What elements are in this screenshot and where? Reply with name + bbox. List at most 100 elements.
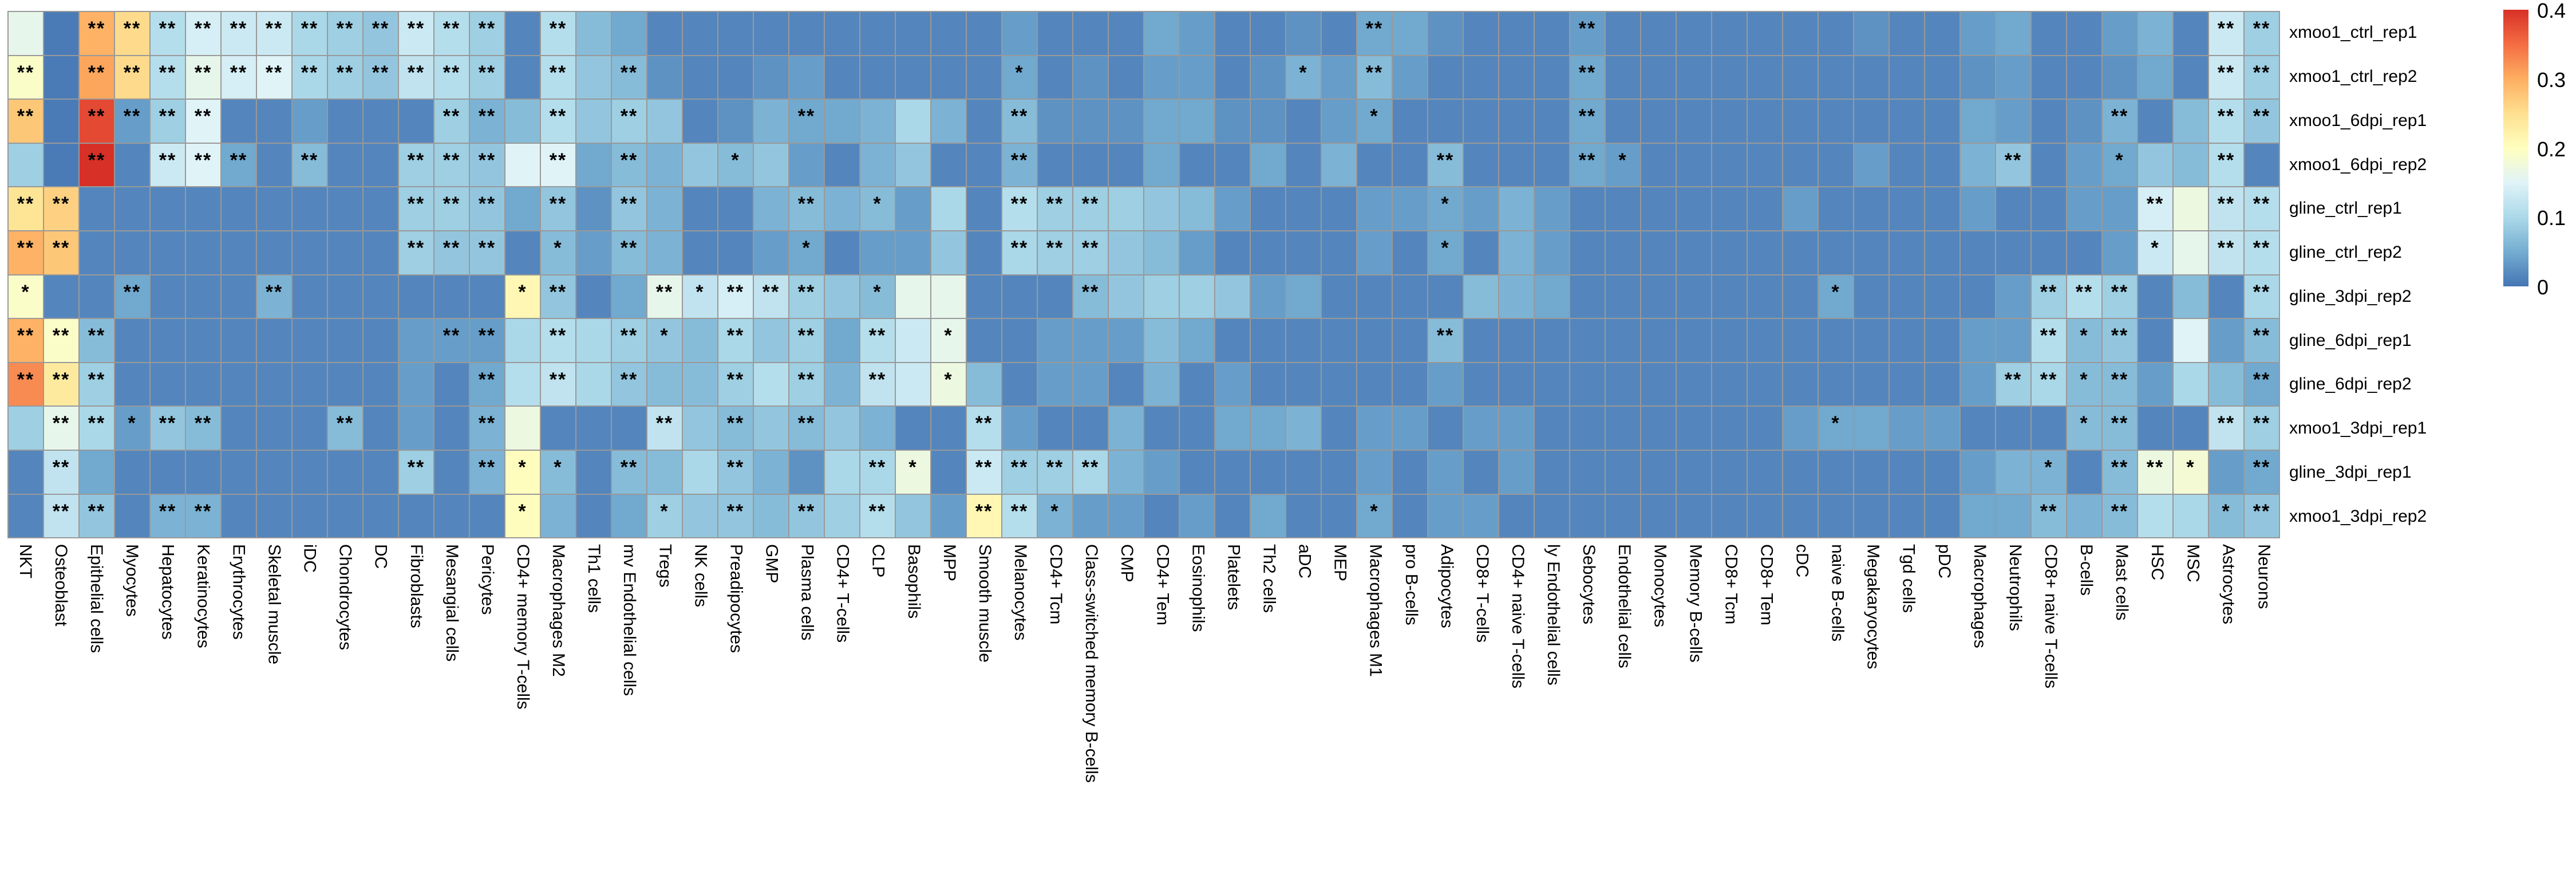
heatmap-cell bbox=[1925, 231, 1959, 274]
column-label: Preadipocytes bbox=[726, 544, 746, 653]
heatmap-cell: ** bbox=[434, 143, 469, 187]
heatmap-cell bbox=[1961, 275, 1995, 318]
heatmap-cell: ** bbox=[1002, 494, 1037, 538]
heatmap-cell bbox=[80, 450, 114, 494]
heatmap-cell bbox=[1748, 231, 1782, 274]
heatmap-cell bbox=[364, 100, 398, 143]
heatmap-cell bbox=[1322, 56, 1356, 99]
heatmap-cell bbox=[186, 275, 220, 318]
significance-marker: ** bbox=[549, 18, 567, 40]
heatmap-cell bbox=[1961, 450, 1995, 494]
significance-marker: ** bbox=[975, 456, 993, 478]
heatmap-cell bbox=[754, 494, 788, 538]
significance-marker: ** bbox=[2217, 61, 2235, 84]
heatmap-cell bbox=[1286, 143, 1321, 187]
significance-marker: ** bbox=[2253, 61, 2271, 84]
heatmap-cell bbox=[1357, 275, 1392, 318]
heatmap-cell bbox=[1641, 494, 1676, 538]
heatmap-cell bbox=[896, 143, 930, 187]
heatmap-cell: * bbox=[505, 275, 540, 318]
significance-marker: ** bbox=[1046, 193, 1064, 215]
heatmap-cell bbox=[1109, 100, 1143, 143]
heatmap-cell bbox=[505, 56, 540, 99]
significance-marker: ** bbox=[2111, 456, 2129, 478]
heatmap-cell: ** bbox=[434, 319, 469, 362]
heatmap-cell: ** bbox=[9, 187, 43, 230]
heatmap-cell bbox=[1925, 363, 1959, 406]
column-label: NKT bbox=[16, 544, 35, 578]
heatmap-cell bbox=[754, 12, 788, 55]
heatmap-cell bbox=[1712, 319, 1747, 362]
heatmap-cell bbox=[612, 494, 646, 538]
heatmap-cell bbox=[1854, 275, 1888, 318]
heatmap-cell bbox=[1606, 187, 1640, 230]
column-label: CD4+ memory T-cells bbox=[513, 544, 532, 710]
heatmap-cell bbox=[896, 56, 930, 99]
heatmap-cell bbox=[1109, 450, 1143, 494]
heatmap-cell bbox=[2067, 143, 2101, 187]
heatmap-cell bbox=[647, 56, 682, 99]
heatmap-cell bbox=[718, 187, 753, 230]
significance-marker: ** bbox=[159, 149, 177, 171]
significance-marker: ** bbox=[797, 281, 816, 303]
heatmap-cell: ** bbox=[186, 494, 220, 538]
heatmap-cell bbox=[612, 275, 646, 318]
significance-marker: ** bbox=[17, 105, 35, 128]
heatmap-cell: * bbox=[1357, 494, 1392, 538]
heatmap-cell bbox=[825, 12, 859, 55]
heatmap-cell bbox=[2174, 363, 2208, 406]
heatmap-cell bbox=[1748, 187, 1782, 230]
significance-marker: ** bbox=[88, 412, 106, 435]
column-label: Platelets bbox=[1224, 544, 1243, 611]
heatmap-cell bbox=[364, 494, 398, 538]
column-label: CMP bbox=[1117, 544, 1137, 582]
significance-marker: ** bbox=[620, 193, 638, 215]
colorbar-tick-label: 0.3 bbox=[2537, 68, 2566, 92]
heatmap-cell bbox=[364, 363, 398, 406]
significance-marker: ** bbox=[52, 412, 70, 435]
heatmap-cell bbox=[1641, 56, 1676, 99]
heatmap-cell bbox=[1215, 100, 1250, 143]
heatmap-cell bbox=[505, 363, 540, 406]
heatmap-cell bbox=[1854, 363, 1888, 406]
heatmap-cell bbox=[647, 450, 682, 494]
heatmap-cell bbox=[1322, 275, 1356, 318]
significance-marker: * bbox=[554, 237, 563, 259]
significance-marker: * bbox=[944, 325, 953, 347]
heatmap-cell bbox=[470, 494, 504, 538]
column-label: Melanocytes bbox=[1010, 544, 1030, 641]
heatmap-cell bbox=[825, 275, 859, 318]
column-label: cDC bbox=[1792, 544, 1812, 578]
heatmap-cell: ** bbox=[44, 231, 78, 274]
significance-marker: ** bbox=[620, 325, 638, 347]
heatmap-cell bbox=[1925, 56, 1959, 99]
significance-marker: ** bbox=[88, 500, 106, 522]
heatmap-cell bbox=[896, 494, 930, 538]
heatmap-cell bbox=[931, 56, 966, 99]
heatmap-cell bbox=[1712, 231, 1747, 274]
heatmap-cell bbox=[931, 231, 966, 274]
column-label: mv Endothelial cells bbox=[620, 544, 639, 696]
heatmap-cell bbox=[1890, 450, 1924, 494]
heatmap-cell bbox=[293, 231, 327, 274]
heatmap-cell: ** bbox=[44, 450, 78, 494]
heatmap-cell bbox=[1393, 407, 1427, 450]
row-label: gline_ctrl_rep1 bbox=[2289, 199, 2402, 218]
column-label: Macrophages M2 bbox=[549, 544, 568, 677]
colorbar-gradient bbox=[2503, 10, 2528, 286]
heatmap-cell: * bbox=[541, 231, 575, 274]
heatmap-cell bbox=[1677, 407, 1711, 450]
heatmap-cell: ** bbox=[2138, 450, 2172, 494]
heatmap-cell bbox=[186, 450, 220, 494]
heatmap-cell bbox=[967, 187, 1001, 230]
heatmap-cell bbox=[434, 450, 469, 494]
significance-marker: * bbox=[696, 281, 705, 303]
significance-marker: ** bbox=[726, 456, 745, 478]
heatmap-cell bbox=[1286, 450, 1321, 494]
heatmap-cell bbox=[1890, 407, 1924, 450]
heatmap-cell: ** bbox=[470, 143, 504, 187]
heatmap-cell: ** bbox=[1996, 143, 2030, 187]
heatmap-cell bbox=[1535, 12, 1569, 55]
significance-marker: ** bbox=[301, 18, 319, 40]
heatmap-cell bbox=[399, 100, 433, 143]
